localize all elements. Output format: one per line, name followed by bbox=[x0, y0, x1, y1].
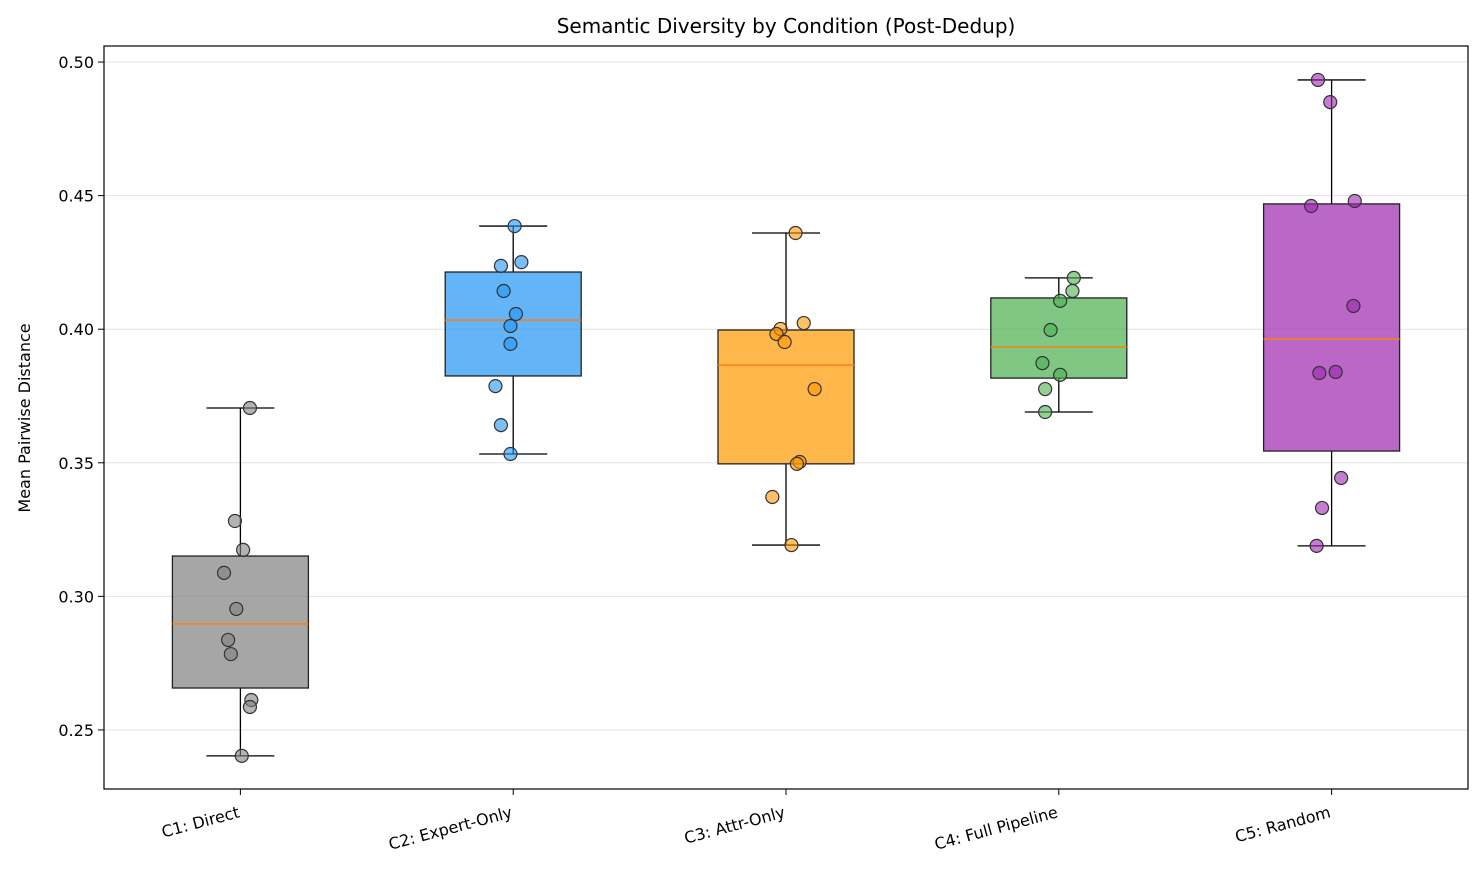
data-point bbox=[1304, 198, 1319, 214]
box-1 bbox=[171, 555, 310, 689]
data-point bbox=[503, 446, 518, 462]
data-point bbox=[493, 258, 509, 273]
data-point bbox=[221, 632, 236, 648]
data-point bbox=[223, 646, 238, 662]
data-point bbox=[1053, 293, 1068, 308]
x-tick-label: C2: Expert-Only bbox=[387, 803, 515, 854]
y-axis: 0.25 0.30 0.35 0.40 0.45 0.50 bbox=[58, 53, 104, 740]
data-point bbox=[1323, 95, 1338, 110]
y-tick-label: 0.25 bbox=[58, 721, 94, 740]
data-point bbox=[807, 381, 822, 397]
data-points bbox=[216, 72, 1362, 763]
data-point bbox=[227, 513, 243, 529]
data-point bbox=[242, 400, 258, 416]
data-point bbox=[1346, 298, 1361, 314]
data-point bbox=[503, 336, 518, 351]
data-point bbox=[1334, 470, 1349, 486]
x-tick-label: C3: Attr-Only bbox=[682, 803, 787, 848]
data-point bbox=[1038, 381, 1053, 397]
data-point bbox=[789, 456, 805, 471]
data-point bbox=[496, 283, 511, 299]
chart-title: Semantic Diversity by Condition (Post-De… bbox=[557, 14, 1016, 38]
box-4 bbox=[990, 297, 1128, 379]
data-point bbox=[234, 748, 249, 763]
data-point bbox=[1328, 364, 1343, 380]
data-point bbox=[242, 699, 258, 715]
data-point bbox=[1310, 72, 1326, 88]
data-point bbox=[1309, 538, 1324, 553]
data-point bbox=[1043, 322, 1058, 338]
data-point bbox=[1347, 193, 1362, 209]
box-3 bbox=[717, 329, 855, 465]
data-point bbox=[229, 601, 244, 617]
data-point bbox=[236, 542, 251, 557]
y-tick-label: 0.45 bbox=[58, 187, 94, 206]
data-point bbox=[777, 334, 792, 350]
data-point bbox=[1312, 365, 1327, 381]
data-point bbox=[493, 418, 509, 433]
data-point bbox=[1066, 270, 1081, 286]
x-tick-label: C1: Direct bbox=[160, 803, 242, 842]
data-point bbox=[514, 255, 529, 270]
x-axis: C1: Direct C2: Expert-Only C3: Attr-Only C4… bbox=[160, 789, 1333, 854]
data-point bbox=[765, 489, 780, 505]
y-tick-label: 0.30 bbox=[58, 587, 94, 606]
boxes bbox=[171, 79, 1401, 757]
data-point bbox=[1053, 367, 1068, 382]
data-point bbox=[503, 318, 518, 334]
data-point bbox=[216, 565, 232, 580]
data-point bbox=[796, 315, 811, 331]
x-tick-label: C5: Random bbox=[1233, 803, 1333, 847]
data-point bbox=[508, 306, 524, 322]
y-axis-label: Mean Pairwise Distance bbox=[15, 323, 34, 512]
y-tick-label: 0.50 bbox=[58, 53, 94, 72]
data-point bbox=[788, 225, 803, 241]
box-5 bbox=[1262, 203, 1401, 452]
y-tick-label: 0.35 bbox=[58, 454, 94, 473]
data-point bbox=[1038, 404, 1053, 420]
data-point bbox=[488, 379, 503, 394]
x-tick-label: C4: Full Pipeline bbox=[932, 803, 1059, 854]
data-point bbox=[784, 537, 799, 553]
data-point bbox=[1035, 356, 1050, 371]
y-tick-label: 0.40 bbox=[58, 320, 94, 339]
data-point bbox=[1314, 500, 1330, 516]
data-point bbox=[1065, 283, 1080, 299]
data-point bbox=[507, 218, 522, 234]
